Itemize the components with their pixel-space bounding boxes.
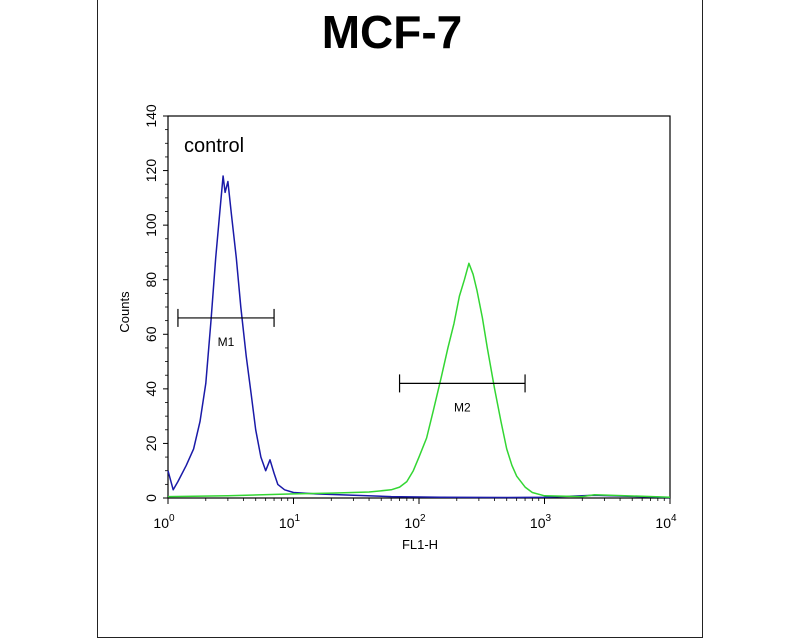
- y-tick-label: 100: [143, 213, 159, 237]
- plot-frame: [167, 115, 671, 499]
- plot-area: M1 M2: [163, 115, 671, 504]
- x-tick-label: 104: [655, 513, 677, 531]
- y-axis-label: Counts: [117, 291, 132, 333]
- x-axis-label: FL1-H: [402, 537, 438, 552]
- y-tick-label: 20: [143, 435, 159, 451]
- x-tick-label: 100: [153, 513, 175, 531]
- marker-label-m1: M1: [218, 335, 235, 349]
- x-tick-label: 102: [404, 513, 426, 531]
- y-tick-label: 120: [143, 159, 159, 183]
- x-tick-label: 101: [279, 513, 301, 531]
- series-line-2: [167, 262, 671, 498]
- marker-label-m2: M2: [454, 400, 471, 414]
- chart: MCF-7 M1 M2 FL1-H Counts control 0 20 40 60 8…: [117, 6, 677, 552]
- y-tick-label: 60: [143, 326, 159, 342]
- chart-title: MCF-7: [322, 6, 463, 58]
- y-tick-label: 140: [143, 104, 159, 128]
- annotation-control: control: [184, 135, 244, 157]
- y-tick-label: 40: [143, 381, 159, 397]
- x-tick-label: 103: [530, 513, 552, 531]
- y-tick-label: 80: [143, 272, 159, 288]
- y-tick-label: 0: [143, 494, 159, 502]
- series-line-1: [167, 175, 671, 499]
